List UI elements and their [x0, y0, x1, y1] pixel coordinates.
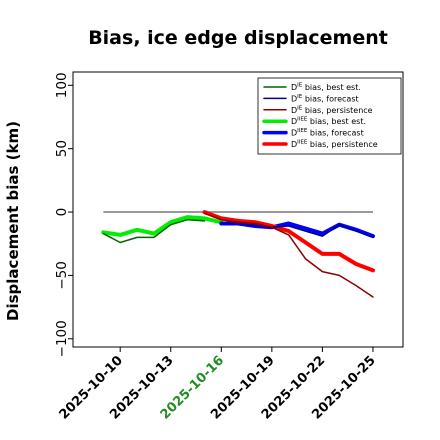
series-line-6 [202, 210, 375, 273]
legend-label-3: DIE bias, persistence [291, 105, 373, 115]
y-tick-label: −50 [54, 261, 70, 290]
series-line-3 [203, 212, 374, 298]
chart-legend: DIE bias, best est.DIE bias, forecastDIE… [257, 77, 402, 155]
chart-title: Bias, ice edge displacement [88, 27, 388, 49]
legend-label-4: DIIEE bias, best est. [291, 117, 366, 127]
series-line-5 [219, 221, 375, 239]
plot-frame [72, 71, 404, 348]
legend-label-5: DIIEE bias, forecast [291, 128, 364, 138]
y-tick-label: 0 [54, 208, 70, 217]
y-tick-label: 100 [54, 72, 70, 98]
legend-label-6: DIIEE bias, persistence [291, 140, 378, 150]
legend-box [257, 77, 402, 155]
legend-label-2: DIE bias, forecast [291, 94, 359, 104]
series-line-1 [102, 218, 206, 244]
y-axis-label: Displacement bias (km) [4, 121, 22, 321]
legend-label-1: DIE bias, best est. [291, 83, 361, 93]
y-tick-label: −100 [54, 320, 70, 357]
y-tick-label: 50 [54, 140, 70, 157]
series-line-2 [220, 222, 374, 239]
series-line-4 [101, 215, 224, 237]
